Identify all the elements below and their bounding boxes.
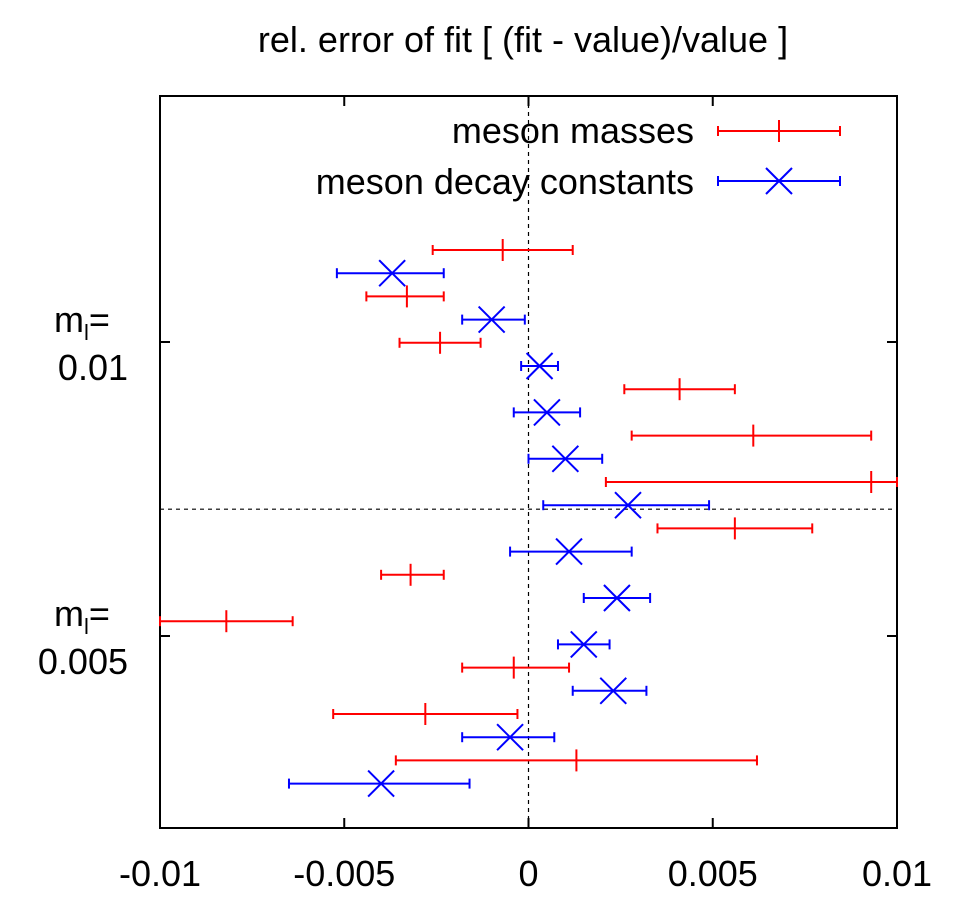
data-point	[398, 331, 482, 354]
data-point	[380, 563, 445, 586]
data-point	[527, 445, 604, 473]
marker-cross-b	[603, 584, 631, 612]
marker-cross-b	[599, 677, 627, 705]
data-point	[332, 703, 519, 725]
data-point	[159, 610, 294, 633]
data-point	[461, 723, 556, 751]
data-point	[365, 285, 445, 308]
marker-cross-b	[765, 167, 793, 195]
legend: meson masses meson decay constants	[316, 110, 841, 202]
marker-cross-b	[551, 445, 580, 473]
data-point	[656, 517, 814, 540]
data-point	[394, 749, 758, 772]
data-point	[431, 239, 574, 261]
legend-item-masses: meson masses	[452, 110, 841, 151]
x-tick-label: 0	[518, 853, 538, 894]
group-label-value: 0.005	[38, 641, 128, 682]
group-label-name: ml=	[54, 299, 110, 345]
data-marks	[159, 239, 898, 798]
data-point	[630, 424, 873, 447]
group-label-name: ml=	[54, 593, 110, 639]
marker-cross-b	[367, 769, 395, 798]
legend-label: meson masses	[452, 110, 694, 151]
marker-cross-b	[496, 723, 524, 751]
marker-cross-b	[570, 630, 598, 659]
x-tick-label: 0.01	[862, 853, 932, 894]
legend-item-decay: meson decay constants	[316, 161, 841, 202]
marker-cross-b	[477, 305, 506, 334]
data-point	[509, 537, 633, 566]
legend-label: meson decay constants	[316, 161, 694, 202]
marker-cross-b	[378, 259, 406, 287]
marker-cross-b	[533, 398, 561, 427]
x-tick-label: 0.005	[668, 853, 758, 894]
marker-cross-b	[525, 352, 554, 380]
data-point	[571, 677, 648, 705]
x-tick-label: -0.005	[293, 853, 395, 894]
x-tick-label: -0.01	[119, 853, 201, 894]
group-label-value: 0.01	[58, 347, 128, 388]
data-point	[520, 352, 559, 380]
data-point	[604, 471, 898, 493]
chart-title: rel. error of fit [ (fit - value)/value …	[258, 19, 788, 60]
x-axis: -0.01 -0.005 0 0.005 0.01	[119, 96, 932, 894]
data-point	[542, 491, 711, 519]
marker-cross-b	[555, 537, 583, 566]
data-point	[582, 584, 652, 612]
data-point	[461, 305, 526, 334]
marker-cross-b	[614, 491, 642, 519]
data-point	[287, 769, 471, 798]
data-point	[623, 378, 736, 401]
data-point	[335, 259, 445, 287]
data-point	[461, 656, 571, 679]
data-point	[512, 398, 582, 427]
data-point	[556, 630, 611, 659]
